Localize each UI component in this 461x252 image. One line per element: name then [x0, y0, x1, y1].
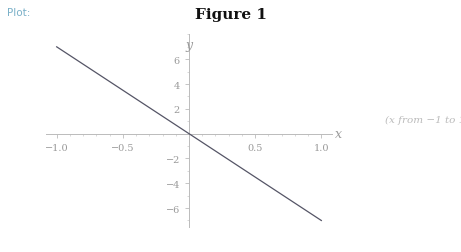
Text: y: y: [185, 39, 193, 52]
Text: (x from −1 to 1): (x from −1 to 1): [384, 116, 461, 125]
Text: Plot:: Plot:: [7, 8, 30, 18]
Text: x: x: [335, 128, 342, 141]
Text: Figure 1: Figure 1: [195, 8, 266, 21]
